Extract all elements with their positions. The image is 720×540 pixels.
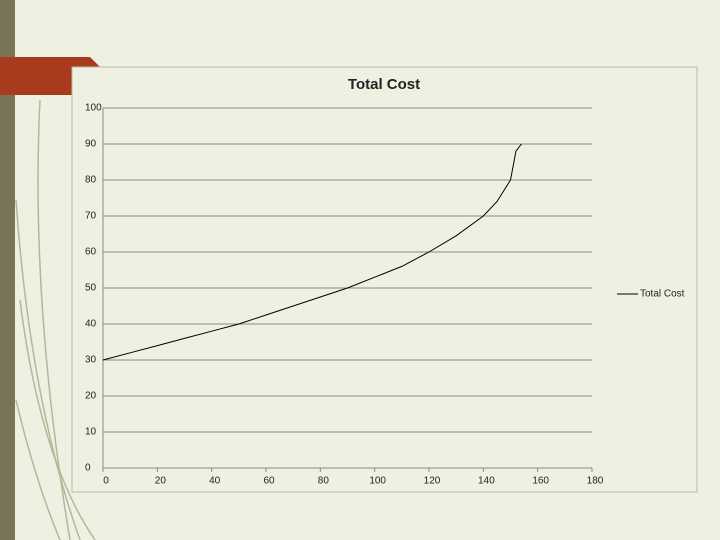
x-tick-label: 100 <box>369 476 386 487</box>
y-tick-label: 90 <box>85 139 97 150</box>
side-bar <box>0 0 15 540</box>
y-tick-label: 80 <box>85 175 97 186</box>
x-tick-label: 180 <box>587 476 604 487</box>
x-tick-label: 140 <box>478 476 495 487</box>
x-tick-label: 20 <box>155 476 167 487</box>
y-tick-label: 50 <box>85 283 97 294</box>
x-tick-label: 120 <box>424 476 441 487</box>
x-tick-label: 80 <box>318 476 330 487</box>
legend-label: Total Cost <box>640 289 685 300</box>
chart-frame <box>71 66 698 493</box>
y-tick-label: 10 <box>85 427 97 438</box>
x-tick-label: 60 <box>263 476 275 487</box>
chart-title: Total Cost <box>348 76 420 93</box>
y-tick-label: 40 <box>85 319 97 330</box>
line <box>102 143 522 361</box>
x-tick-label: 0 <box>103 476 109 487</box>
y-tick-label: 60 <box>85 247 97 258</box>
y-tick-label: 20 <box>85 391 97 402</box>
decoration <box>15 99 96 540</box>
y-tick-label: 70 <box>85 211 97 222</box>
x-tick-label: 160 <box>532 476 549 487</box>
y-tick-label: 30 <box>85 355 97 366</box>
x-tick-label: 40 <box>209 476 221 487</box>
y-tick-label: 100 <box>85 103 102 114</box>
y-tick-label: 0 <box>85 463 91 474</box>
